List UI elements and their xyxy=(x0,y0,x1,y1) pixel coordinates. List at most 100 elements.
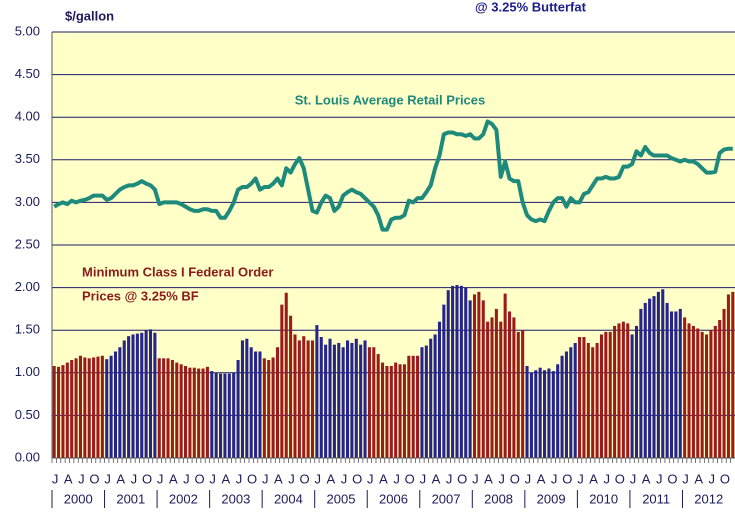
bar xyxy=(381,362,385,458)
bar xyxy=(529,372,533,458)
bar xyxy=(551,371,555,458)
bar xyxy=(547,368,551,458)
bar xyxy=(144,330,148,458)
x-tick-label: A xyxy=(694,471,703,486)
x-tick-label: A xyxy=(537,471,546,486)
year-label: 2012 xyxy=(694,491,723,506)
bar xyxy=(214,372,218,458)
bar xyxy=(709,330,713,458)
x-tick-label: A xyxy=(169,471,178,486)
bar xyxy=(543,370,547,458)
bar xyxy=(188,367,192,458)
x-tick-label: O xyxy=(457,471,467,486)
bar xyxy=(613,325,617,458)
line-annotation: St. Louis Average Retail Prices xyxy=(295,92,486,107)
bar xyxy=(135,333,139,458)
y-tick-label: 1.00 xyxy=(15,364,40,379)
bar xyxy=(595,342,599,458)
bar xyxy=(691,325,695,458)
y-tick-label: 5.00 xyxy=(15,23,40,38)
x-tick-label: J xyxy=(104,471,111,486)
bar xyxy=(442,304,446,458)
bar xyxy=(503,293,507,458)
x-tick-label: O xyxy=(405,471,415,486)
x-tick-label: J xyxy=(577,471,584,486)
bar xyxy=(446,290,450,458)
year-label: 2000 xyxy=(64,491,93,506)
bar-annotation: Prices @ 3.25% BF xyxy=(82,288,199,303)
year-label: 2003 xyxy=(221,491,250,506)
bar xyxy=(87,358,91,458)
bar xyxy=(302,336,306,458)
bar xyxy=(477,291,481,458)
bar xyxy=(376,354,380,458)
bar xyxy=(564,351,568,458)
bar xyxy=(324,344,328,458)
bar xyxy=(499,321,503,458)
x-tick-label: A xyxy=(64,471,73,486)
bar xyxy=(245,338,249,458)
bar xyxy=(52,365,56,458)
bar xyxy=(131,334,135,458)
bar xyxy=(310,340,315,458)
bar xyxy=(560,355,564,458)
bar xyxy=(402,364,406,458)
bar xyxy=(140,332,144,458)
bar xyxy=(455,285,459,458)
bar xyxy=(451,285,455,458)
bar xyxy=(394,362,398,458)
bar xyxy=(661,289,665,458)
bar xyxy=(389,365,393,458)
x-tick-label: J xyxy=(131,471,138,486)
bar xyxy=(705,334,709,458)
bar xyxy=(341,347,345,458)
bar xyxy=(569,347,573,458)
bar xyxy=(315,325,319,458)
bar xyxy=(175,362,179,458)
x-tick-label: J xyxy=(78,471,85,486)
bar xyxy=(148,329,153,458)
bar xyxy=(591,347,595,458)
year-label: 2005 xyxy=(327,491,356,506)
x-tick-label: O xyxy=(247,471,257,486)
bar xyxy=(184,365,188,458)
bar xyxy=(74,358,78,458)
x-tick-label: J xyxy=(341,471,348,486)
y-axis-label: $/gallon xyxy=(65,8,114,23)
bar xyxy=(232,372,236,458)
year-label: 2008 xyxy=(484,491,513,506)
bar xyxy=(617,323,621,458)
bar xyxy=(538,367,542,458)
bar xyxy=(293,334,297,458)
bar xyxy=(726,294,730,458)
bar xyxy=(731,291,735,458)
bar xyxy=(275,347,280,458)
x-tick-label: O xyxy=(667,471,677,486)
bar xyxy=(350,342,354,458)
bar xyxy=(674,311,678,458)
bar xyxy=(398,364,402,458)
year-label: 2006 xyxy=(379,491,408,506)
bar xyxy=(534,370,538,458)
y-tick-label: 4.00 xyxy=(15,109,40,124)
bar xyxy=(166,358,170,458)
bar xyxy=(372,347,376,458)
x-tick-label: A xyxy=(484,471,493,486)
bar xyxy=(92,357,96,458)
bar xyxy=(57,366,61,458)
bar xyxy=(683,317,687,458)
bar xyxy=(254,351,258,458)
bar xyxy=(280,304,284,458)
bar xyxy=(267,360,271,458)
bar xyxy=(113,351,118,458)
bar xyxy=(306,340,310,458)
x-tick-label: J xyxy=(315,471,322,486)
bar xyxy=(429,338,433,458)
plot-area: 0.00 0.50 1.00 1.50 2.00 2.50 3.00 3.50 4.00 4.50… xyxy=(15,23,735,508)
x-tick-label: J xyxy=(472,471,479,486)
bar xyxy=(652,296,656,458)
bar xyxy=(227,373,231,458)
bar xyxy=(722,308,726,458)
x-tick-label: A xyxy=(327,471,336,486)
bar xyxy=(83,357,87,458)
